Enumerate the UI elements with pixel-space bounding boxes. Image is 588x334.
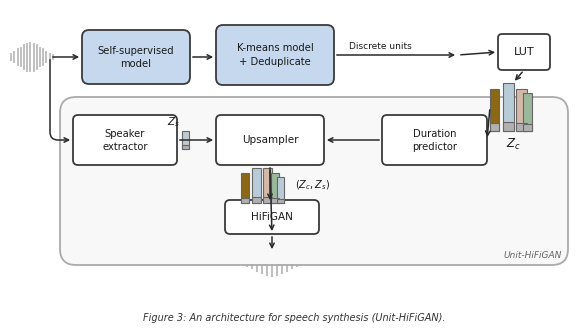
Text: predictor: predictor	[412, 142, 457, 152]
Text: + Deduplicate: + Deduplicate	[239, 57, 311, 67]
Bar	[241, 198, 249, 203]
Bar	[503, 83, 514, 131]
FancyBboxPatch shape	[60, 97, 568, 265]
Bar	[516, 89, 527, 131]
Text: Upsampler: Upsampler	[242, 135, 298, 145]
Text: Speaker: Speaker	[105, 129, 145, 139]
Bar	[523, 93, 532, 131]
Bar	[252, 168, 261, 203]
FancyBboxPatch shape	[216, 115, 324, 165]
Bar	[271, 173, 279, 203]
Bar	[263, 168, 272, 203]
Bar	[490, 89, 499, 131]
Text: model: model	[121, 59, 152, 69]
Text: Figure 3: An architecture for speech synthesis (Unit-HiFiGAN).: Figure 3: An architecture for speech syn…	[143, 313, 445, 323]
Text: LUT: LUT	[514, 47, 534, 57]
FancyBboxPatch shape	[82, 30, 190, 84]
Text: HiFiGAN: HiFiGAN	[251, 212, 293, 222]
FancyBboxPatch shape	[382, 115, 487, 165]
Bar	[271, 198, 279, 203]
Text: Duration: Duration	[413, 129, 456, 139]
FancyBboxPatch shape	[73, 115, 177, 165]
Text: K-means model: K-means model	[236, 43, 313, 53]
Bar	[516, 123, 527, 131]
Bar	[241, 173, 249, 203]
Bar	[252, 197, 261, 203]
Text: Discrete units: Discrete units	[349, 42, 412, 51]
Text: $(Z_c,Z_s)$: $(Z_c,Z_s)$	[295, 179, 330, 192]
Text: $Z_s$: $Z_s$	[167, 115, 180, 129]
FancyBboxPatch shape	[216, 25, 334, 85]
Bar	[277, 177, 284, 203]
Bar	[263, 197, 272, 203]
Bar	[490, 123, 499, 131]
Text: $Z_c$: $Z_c$	[506, 137, 520, 152]
Bar	[277, 199, 284, 203]
Bar	[182, 131, 189, 149]
Text: Self-supervised: Self-supervised	[98, 46, 174, 56]
FancyBboxPatch shape	[498, 34, 550, 70]
Bar	[182, 145, 189, 149]
Bar	[503, 122, 514, 131]
Text: Unit-HiFiGAN: Unit-HiFiGAN	[504, 251, 562, 260]
FancyBboxPatch shape	[225, 200, 319, 234]
Text: extractor: extractor	[102, 142, 148, 152]
Bar	[523, 124, 532, 131]
